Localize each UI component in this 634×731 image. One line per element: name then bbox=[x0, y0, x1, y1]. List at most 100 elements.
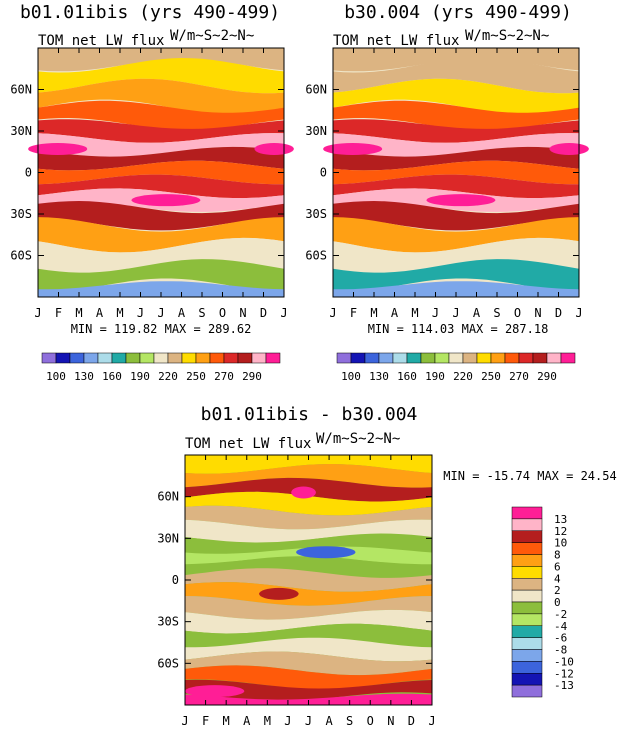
colorbar-swatch bbox=[560, 352, 576, 364]
colorbar-swatch bbox=[350, 352, 366, 364]
x-tick-label: M bbox=[264, 714, 271, 727]
panel2-subtitle: TOM net LW flux bbox=[333, 33, 459, 49]
colorbar-label: 220 bbox=[158, 370, 178, 383]
colorbar-swatch bbox=[125, 352, 141, 364]
x-tick-label: A bbox=[178, 306, 186, 320]
colorbar-swatch bbox=[139, 352, 155, 364]
x-tick-label: M bbox=[223, 714, 230, 727]
colorbar-label: -6 bbox=[554, 632, 567, 645]
colorbar-label: 250 bbox=[186, 370, 206, 383]
contour-band bbox=[38, 160, 284, 185]
colorbar-label: -13 bbox=[554, 679, 574, 692]
colorbar-label: 290 bbox=[242, 370, 262, 383]
panel1-title: b01.01ibis (yrs 490-499) bbox=[20, 2, 280, 23]
x-tick-label: D bbox=[555, 306, 562, 320]
colorbar-swatch bbox=[511, 518, 543, 531]
x-tick-label: M bbox=[411, 306, 418, 320]
colorbar-swatch bbox=[153, 352, 169, 364]
colorbar-label: 190 bbox=[425, 370, 445, 383]
colorbar-swatch bbox=[83, 352, 99, 364]
colorbar-label: 0 bbox=[554, 596, 561, 609]
x-tick-label: A bbox=[243, 714, 251, 727]
colorbar-swatch bbox=[511, 661, 543, 674]
y-tick-label: 0 bbox=[25, 166, 32, 180]
panel3-subtitle: TOM net LW flux bbox=[185, 436, 311, 452]
colorbar-swatch bbox=[55, 352, 71, 364]
contour-band bbox=[185, 491, 432, 516]
y-tick-label: 30S bbox=[10, 207, 32, 221]
x-tick-label: A bbox=[391, 306, 399, 320]
contour-band bbox=[185, 637, 432, 662]
colorbar-swatch bbox=[181, 352, 197, 364]
colorbar-swatch bbox=[251, 352, 267, 364]
contour-extremum bbox=[185, 685, 245, 698]
y-tick-label: 0 bbox=[320, 166, 327, 180]
x-tick-label: D bbox=[260, 306, 267, 320]
colorbar-swatch bbox=[378, 352, 394, 364]
contour-band bbox=[333, 146, 579, 171]
colorbar-swatch bbox=[511, 566, 543, 579]
x-tick-label: M bbox=[75, 306, 82, 320]
colorbar-swatch bbox=[448, 352, 464, 364]
contour-extremum bbox=[259, 587, 299, 600]
contour-band bbox=[333, 100, 579, 131]
x-tick-label: J bbox=[452, 306, 459, 320]
contour-band bbox=[333, 237, 579, 274]
panel3-y-ticks: 60N 30N 0 30S 60S bbox=[157, 490, 432, 670]
colorbar-swatch bbox=[511, 684, 543, 698]
colorbar-label: 190 bbox=[130, 370, 150, 383]
contour-band bbox=[185, 623, 432, 648]
y-tick-label: 60N bbox=[305, 83, 327, 97]
colorbar-swatch bbox=[532, 352, 548, 364]
panel3-title: b01.01ibis - b30.004 bbox=[201, 404, 418, 425]
contour-extremum bbox=[291, 486, 316, 499]
colorbar-label: 250 bbox=[481, 370, 501, 383]
colorbar-label: -4 bbox=[554, 620, 568, 633]
x-tick-label: J bbox=[280, 306, 287, 320]
colorbar-label: 270 bbox=[214, 370, 234, 383]
contour-band bbox=[38, 201, 284, 231]
panel1-y-ticks: 60N 30N 0 30S 60S bbox=[10, 83, 284, 263]
x-tick-label: N bbox=[534, 306, 541, 320]
colorbar-swatch bbox=[511, 637, 543, 650]
contour-band bbox=[38, 78, 284, 114]
colorbar-swatch bbox=[434, 352, 450, 364]
x-tick-label: O bbox=[367, 714, 374, 727]
contour-band bbox=[333, 259, 579, 292]
contour-band bbox=[333, 133, 579, 157]
colorbar-label: -2 bbox=[554, 608, 567, 621]
x-tick-label: A bbox=[325, 714, 333, 727]
contour-band bbox=[38, 100, 284, 131]
x-tick-label: N bbox=[239, 306, 246, 320]
x-tick-label: N bbox=[387, 714, 394, 727]
colorbar-label: 130 bbox=[369, 370, 389, 383]
panel2-y-ticks: 60N 30N 0 30S 60S bbox=[305, 83, 579, 263]
colorbar-swatch bbox=[462, 352, 478, 364]
colorbar-label: 4 bbox=[554, 572, 561, 585]
contour-band bbox=[333, 174, 579, 199]
contour-band bbox=[333, 217, 579, 253]
colorbar-swatch bbox=[546, 352, 562, 364]
panel3-units: W/m~S~2~N~ bbox=[316, 431, 400, 447]
panel2-plot-area bbox=[323, 48, 589, 297]
y-tick-label: 0 bbox=[172, 573, 179, 587]
contour-band bbox=[185, 679, 432, 701]
colorbar-label: 100 bbox=[46, 370, 66, 383]
colorbar-swatch bbox=[420, 352, 436, 364]
colorbar-swatch bbox=[511, 530, 543, 543]
contour-band bbox=[185, 519, 432, 544]
x-tick-label: M bbox=[116, 306, 123, 320]
y-tick-label: 60S bbox=[157, 656, 179, 670]
colorbar-label: 290 bbox=[537, 370, 557, 383]
colorbar-label: 100 bbox=[341, 370, 361, 383]
colorbar-swatch bbox=[209, 352, 225, 364]
x-tick-label: J bbox=[137, 306, 144, 320]
contour-band bbox=[185, 534, 432, 555]
y-tick-label: 30S bbox=[305, 207, 327, 221]
y-tick-label: 30N bbox=[305, 124, 327, 138]
contour-band bbox=[38, 133, 284, 157]
y-tick-label: 30S bbox=[157, 615, 179, 629]
